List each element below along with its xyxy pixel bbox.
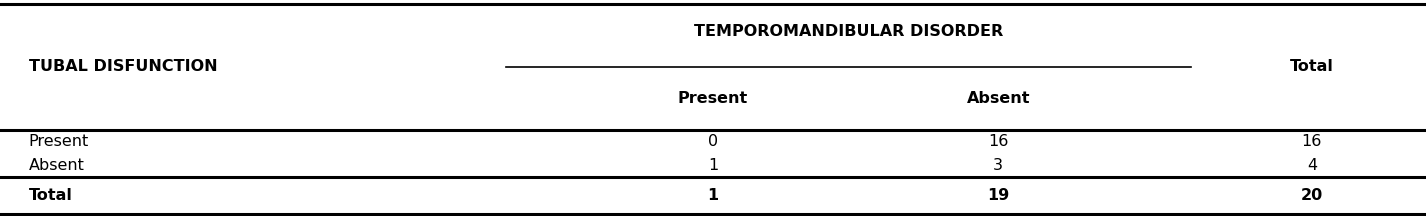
Text: TUBAL DISFUNCTION: TUBAL DISFUNCTION [29,59,217,75]
Text: Absent: Absent [29,158,84,173]
Text: 4: 4 [1306,158,1318,173]
Text: TEMPOROMANDIBULAR DISORDER: TEMPOROMANDIBULAR DISORDER [694,24,1002,39]
Text: Present: Present [29,134,88,149]
Text: Present: Present [677,91,749,106]
Text: 0: 0 [707,134,719,149]
Text: 20: 20 [1301,188,1323,203]
Text: 3: 3 [992,158,1004,173]
Text: 16: 16 [1302,134,1322,149]
Text: 16: 16 [988,134,1008,149]
Text: Total: Total [1291,59,1333,75]
Text: Absent: Absent [967,91,1030,106]
Text: 1: 1 [707,188,719,203]
Text: Total: Total [29,188,73,203]
Text: 19: 19 [987,188,1010,203]
Text: 1: 1 [707,158,719,173]
